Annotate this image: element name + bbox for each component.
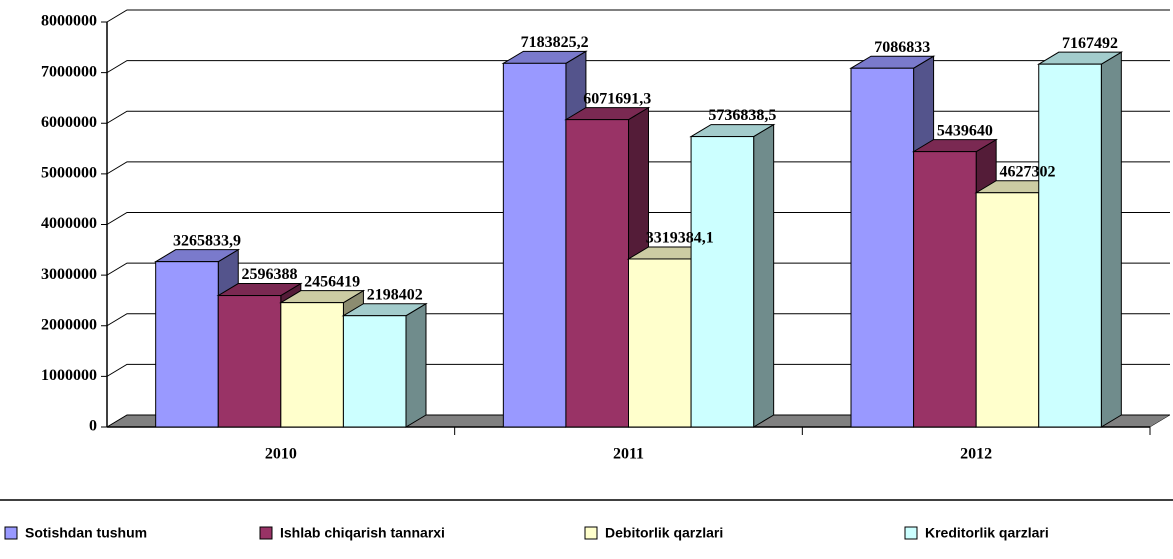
legend-label: Ishlab chiqarish tannarxi <box>280 525 445 541</box>
legend-swatch <box>584 526 598 540</box>
x-tick-label: 2010 <box>265 446 297 463</box>
data-label: 7183825,2 <box>521 34 589 51</box>
x-tick-label: 2011 <box>613 446 644 463</box>
bar <box>690 136 755 428</box>
legend-label: Kreditorlik qarzlari <box>925 525 1049 541</box>
grid-line <box>106 110 1170 124</box>
data-label: 6071691,3 <box>583 90 651 107</box>
bar <box>628 258 692 428</box>
y-tick-label: 1000000 <box>41 367 97 384</box>
bar <box>502 62 567 428</box>
data-label: 4627302 <box>999 163 1055 180</box>
grid-line <box>106 212 1170 225</box>
bar-side <box>405 302 427 428</box>
data-label: 5736838,5 <box>708 107 776 124</box>
data-label: 3319384,1 <box>646 230 714 247</box>
bar <box>217 295 282 428</box>
y-tick-label: 3000000 <box>41 266 97 283</box>
bar <box>342 315 407 428</box>
grid-line <box>106 60 1170 74</box>
bar <box>975 192 1040 428</box>
bar-side <box>1100 51 1122 428</box>
y-tick-label: 4000000 <box>41 215 97 232</box>
legend-label: Debitorlik qarzlari <box>605 525 723 541</box>
legend-swatch <box>259 526 273 540</box>
bar <box>155 261 219 428</box>
grid-line <box>106 161 1170 175</box>
data-label: 2456419 <box>304 273 360 290</box>
y-tick-label: 6000000 <box>41 114 97 131</box>
data-label: 5439640 <box>937 122 993 139</box>
legend-swatch <box>4 526 18 540</box>
bar <box>913 151 977 428</box>
bar <box>280 302 344 428</box>
data-label: 2198402 <box>367 286 423 303</box>
data-label: 7167492 <box>1062 35 1118 52</box>
y-tick-label: 7000000 <box>41 63 97 80</box>
bar-side <box>753 123 775 428</box>
legend-label: Sotishdan tushum <box>25 525 147 541</box>
grid-line <box>106 262 1170 276</box>
y-tick-label: 8000000 <box>41 13 97 30</box>
data-label: 2596388 <box>242 266 298 283</box>
grid-line <box>106 313 1170 327</box>
y-tick-label: 5000000 <box>41 165 97 182</box>
legend-swatch <box>904 526 918 540</box>
grid-line <box>106 414 1170 428</box>
bar <box>1038 63 1102 428</box>
bar <box>565 119 629 428</box>
x-tick-label: 2012 <box>960 446 992 463</box>
grid-line <box>106 363 1170 377</box>
bar <box>850 67 915 428</box>
y-tick-label: 0 <box>89 418 97 435</box>
grid-line <box>106 9 1170 23</box>
data-label: 3265833,9 <box>173 232 241 249</box>
y-tick-label: 2000000 <box>41 316 97 333</box>
data-label: 7086833 <box>874 39 930 56</box>
